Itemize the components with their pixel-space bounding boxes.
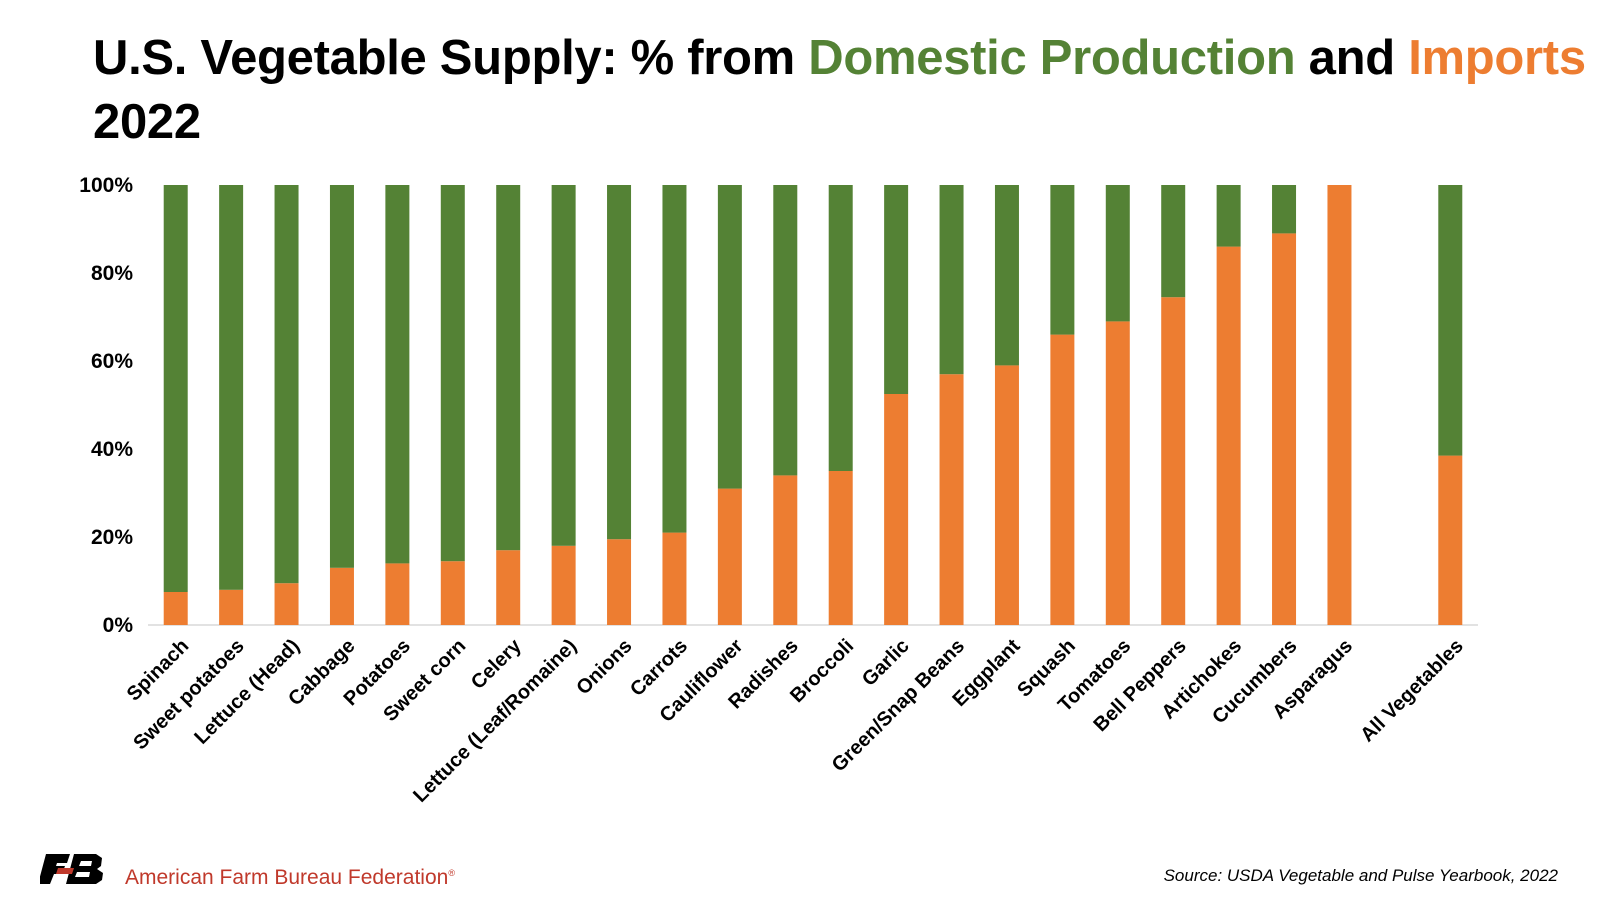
bar-domestic xyxy=(662,185,687,533)
bar-domestic xyxy=(163,185,188,592)
title-year: 2022 xyxy=(93,95,201,149)
bar-domestic xyxy=(884,185,909,394)
bar-imports xyxy=(717,488,742,625)
bar-imports xyxy=(828,471,853,625)
bar-imports xyxy=(496,550,521,625)
bar-imports xyxy=(1105,321,1130,625)
bar-domestic xyxy=(994,185,1019,366)
title-and: and xyxy=(1295,31,1409,85)
bar-domestic xyxy=(440,185,465,562)
bar-imports xyxy=(884,394,909,625)
chart-title: U.S. Vegetable Supply: % from Domestic P… xyxy=(93,26,1593,154)
y-tick-label: 40% xyxy=(91,438,133,461)
bar-domestic xyxy=(773,185,798,476)
title-prefix: U.S. Vegetable Supply: % from xyxy=(93,31,809,85)
bar-imports xyxy=(939,374,964,625)
bar-imports xyxy=(1327,185,1352,625)
afbf-logo xyxy=(40,854,103,884)
bar-imports xyxy=(994,365,1019,625)
bar-domestic xyxy=(1105,185,1130,322)
bar-domestic xyxy=(1050,185,1075,335)
bar-domestic xyxy=(496,185,521,551)
y-tick-label: 100% xyxy=(79,174,133,197)
bar-imports xyxy=(329,567,354,625)
bar-imports xyxy=(219,589,244,625)
bar-domestic xyxy=(607,185,632,540)
bar-imports xyxy=(440,561,465,625)
y-tick-label: 0% xyxy=(103,614,134,637)
bar-imports xyxy=(1438,455,1463,625)
bar-imports xyxy=(662,532,687,625)
bar-imports xyxy=(163,592,188,625)
x-tick-label: Onions xyxy=(572,635,636,699)
bar-imports xyxy=(1050,334,1075,625)
bar-imports xyxy=(551,545,576,625)
bar-domestic xyxy=(329,185,354,568)
x-tick-label: All Vegetables xyxy=(1356,635,1467,746)
bar-imports xyxy=(773,475,798,625)
bar-domestic xyxy=(828,185,853,471)
bar-domestic xyxy=(1438,185,1463,456)
y-tick-label: 80% xyxy=(91,262,133,285)
bar-domestic xyxy=(385,185,410,564)
bar-imports xyxy=(607,539,632,625)
bar-domestic xyxy=(551,185,576,546)
bar-domestic xyxy=(1272,185,1297,234)
org-name: American Farm Bureau Federation® xyxy=(125,866,455,889)
bar-domestic xyxy=(939,185,964,375)
y-tick-label: 60% xyxy=(91,350,133,373)
bar-domestic xyxy=(219,185,244,590)
bar-domestic xyxy=(1161,185,1186,298)
bar-domestic xyxy=(1216,185,1241,247)
title-imports: Imports xyxy=(1408,31,1586,85)
bar-imports xyxy=(1216,246,1241,625)
title-domestic: Domestic Production xyxy=(808,31,1296,85)
bar-domestic xyxy=(274,185,299,584)
bar-imports xyxy=(1161,297,1186,625)
y-tick-label: 20% xyxy=(91,526,133,549)
source-note: Source: USDA Vegetable and Pulse Yearboo… xyxy=(1163,866,1558,885)
bar-imports xyxy=(274,583,299,625)
bar-imports xyxy=(1272,233,1297,625)
bar-domestic xyxy=(717,185,742,489)
bar-imports xyxy=(385,563,410,625)
